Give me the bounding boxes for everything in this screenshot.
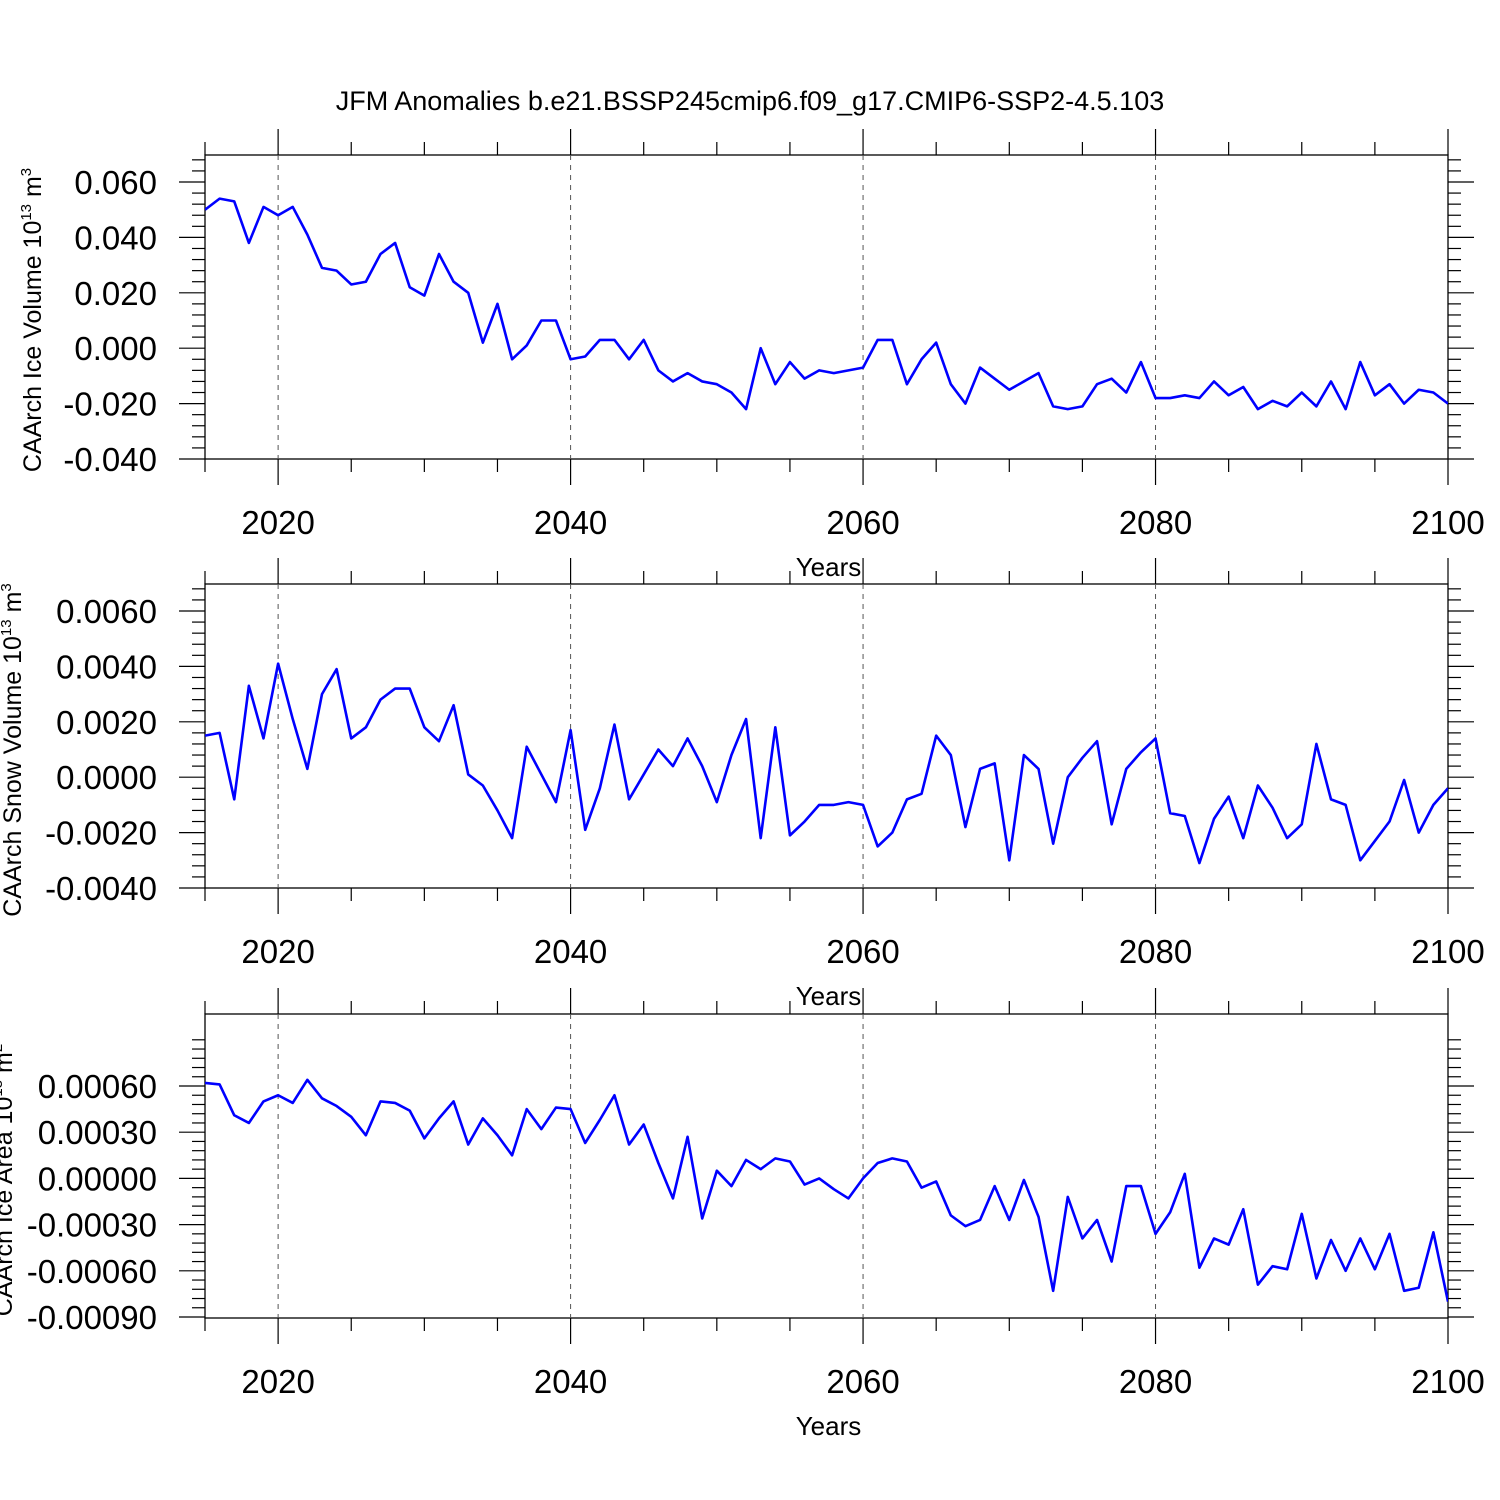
x-tick-label: 2080	[1119, 1363, 1192, 1400]
plot-frame	[204, 1013, 1449, 1319]
y-tick-label: 0.0020	[56, 704, 157, 741]
panel-3: 2020 2040 2060 2080 2100 Years -0.00090 -0.0006…	[0, 988, 1485, 1441]
y-tick-label: 0.00030	[38, 1114, 157, 1151]
series-line	[205, 662, 1448, 865]
y-tick-label: 0.060	[74, 164, 157, 201]
x-tick-label: 2080	[1119, 933, 1192, 970]
series-line	[205, 197, 1448, 411]
plot-frame	[204, 583, 1449, 889]
y-tick-label: -0.0020	[45, 815, 157, 852]
x-tick-label: 2100	[1411, 933, 1484, 970]
y-tick-label: 0.00060	[38, 1068, 157, 1105]
panel-1: 2020 2040 2060 2080 2100 Years -0.040 -0.020 0.0…	[18, 129, 1485, 582]
x-axis-label: Years	[796, 552, 862, 582]
plot-frame	[204, 154, 1449, 460]
y-tick-label: 0.040	[74, 219, 157, 256]
figure-title: JFM Anomalies b.e21.BSSP245cmip6.f09_g17…	[336, 86, 1164, 116]
x-axis-label: Years	[796, 981, 862, 1011]
x-tick-label: 2040	[534, 1363, 607, 1400]
y-tick-label: 0.0040	[56, 648, 157, 685]
y-tick-label: -0.00090	[27, 1299, 157, 1336]
y-tick-label: 0.020	[74, 275, 157, 312]
x-tick-label: 2060	[826, 1363, 899, 1400]
y-tick-label: 0.00000	[38, 1160, 157, 1197]
y-tick-label: -0.040	[63, 441, 157, 478]
x-tick-label: 2020	[241, 504, 314, 541]
panels: 2020 2040 2060 2080 2100 Years -0.040 -0.020 0.0…	[0, 129, 1485, 1441]
x-tick-label: 2100	[1411, 1363, 1484, 1400]
series-line	[205, 1078, 1448, 1302]
y-tick-label: 0.000	[74, 330, 157, 367]
x-tick-label: 2060	[826, 933, 899, 970]
x-tick-label: 2020	[241, 1363, 314, 1400]
y-tick-label: 0.0060	[56, 593, 157, 630]
y-axis-label: CAArch Ice Volume 1013 m3	[18, 168, 47, 472]
x-tick-label: 2020	[241, 933, 314, 970]
x-tick-label: 2040	[534, 504, 607, 541]
y-tick-label: 0.0000	[56, 759, 157, 796]
y-tick-label: -0.020	[63, 386, 157, 423]
x-tick-label: 2060	[826, 504, 899, 541]
y-tick-label: -0.0040	[45, 870, 157, 907]
y-axis-label: CAArch Snow Volume 1013 m3	[0, 583, 27, 917]
y-tick-label: -0.00060	[27, 1253, 157, 1290]
x-tick-label: 2040	[534, 933, 607, 970]
x-tick-label: 2100	[1411, 504, 1484, 541]
panel-2: 2020 2040 2060 2080 2100 Years -0.0040 -0.0020 0…	[0, 558, 1485, 1011]
y-tick-label: -0.00030	[27, 1207, 157, 1244]
y-axis-label: CAArch Ice Area 1013 m2	[0, 1044, 18, 1316]
x-tick-label: 2080	[1119, 504, 1192, 541]
x-axis-label: Years	[796, 1411, 862, 1441]
